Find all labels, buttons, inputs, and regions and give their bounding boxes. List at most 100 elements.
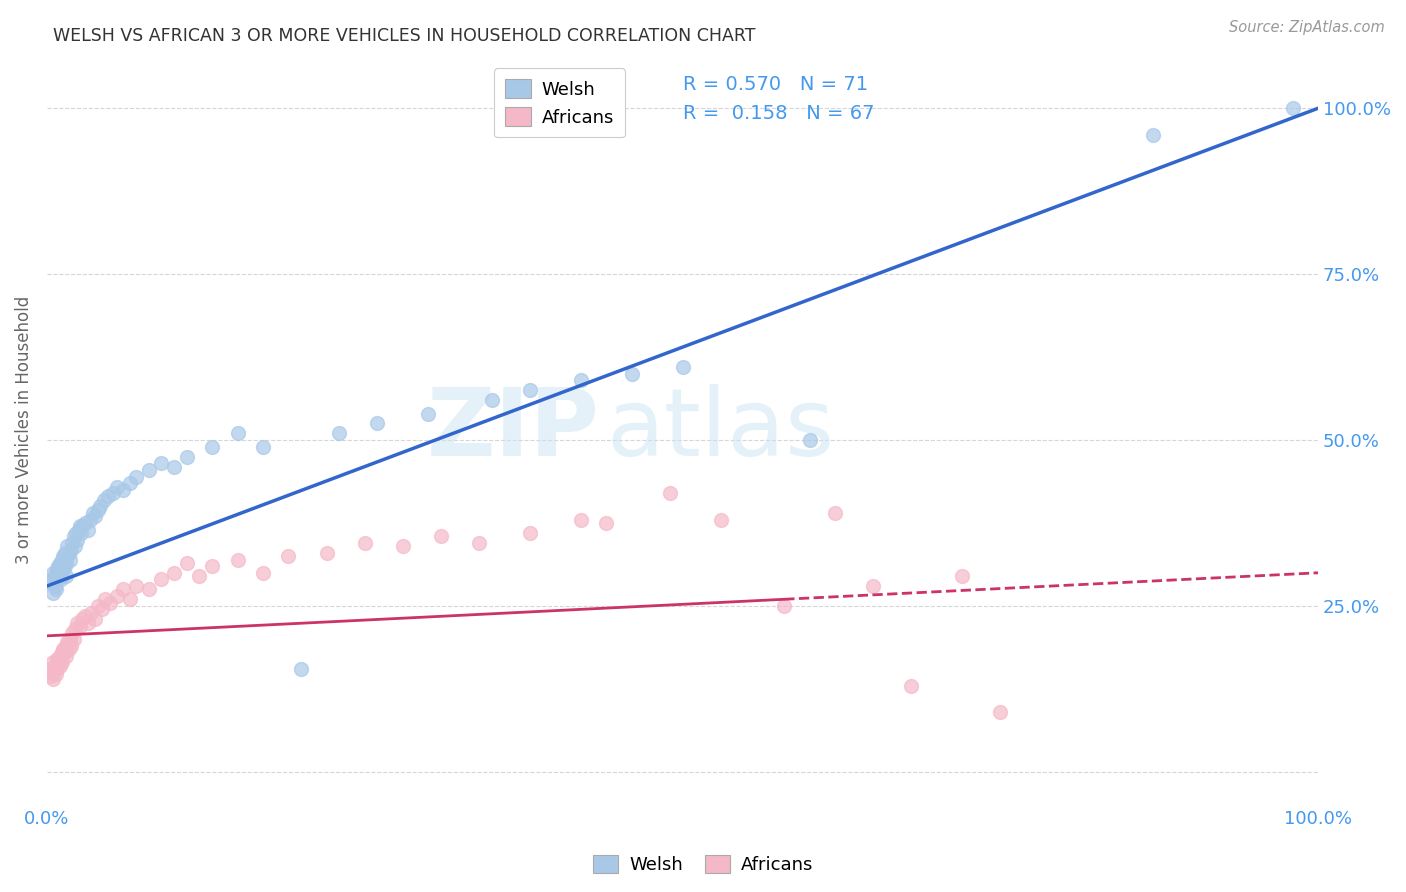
Point	[176, 450, 198, 464]
Point	[73, 516, 96, 530]
Point	[481, 393, 503, 408]
Point	[125, 579, 148, 593]
Point	[63, 622, 86, 636]
Point	[52, 562, 75, 576]
Point	[42, 672, 65, 686]
Point	[41, 665, 63, 680]
Point	[315, 546, 337, 560]
Point	[76, 615, 98, 630]
Point	[93, 492, 115, 507]
Point	[138, 463, 160, 477]
Point	[658, 486, 681, 500]
Point	[53, 645, 76, 659]
Point	[42, 656, 65, 670]
Point	[105, 589, 128, 603]
Point	[39, 668, 62, 682]
Point	[45, 566, 67, 580]
Point	[46, 569, 69, 583]
Point	[97, 490, 120, 504]
Point	[45, 582, 67, 597]
Text: atlas: atlas	[606, 384, 835, 476]
Point	[72, 519, 94, 533]
Point	[52, 549, 75, 564]
Point	[51, 645, 73, 659]
Point	[125, 469, 148, 483]
Point	[67, 523, 90, 537]
Point	[468, 536, 491, 550]
Point	[710, 513, 733, 527]
Point	[53, 546, 76, 560]
Point	[48, 658, 70, 673]
Point	[1142, 128, 1164, 142]
Point	[53, 559, 76, 574]
Point	[44, 579, 66, 593]
Point	[252, 440, 274, 454]
Point	[44, 569, 66, 583]
Point	[48, 556, 70, 570]
Point	[176, 556, 198, 570]
Point	[48, 648, 70, 663]
Text: R =  0.158   N = 67: R = 0.158 N = 67	[682, 103, 875, 123]
Point	[138, 582, 160, 597]
Point	[94, 592, 117, 607]
Point	[66, 615, 89, 630]
Point	[112, 483, 135, 497]
Point	[60, 625, 83, 640]
Text: WELSH VS AFRICAN 3 OR MORE VEHICLES IN HOUSEHOLD CORRELATION CHART: WELSH VS AFRICAN 3 OR MORE VEHICLES IN H…	[53, 27, 756, 45]
Point	[118, 476, 141, 491]
Point	[82, 506, 104, 520]
Point	[150, 456, 173, 470]
Point	[52, 642, 75, 657]
Point	[430, 529, 453, 543]
Point	[799, 433, 821, 447]
Point	[58, 642, 80, 657]
Point	[226, 426, 249, 441]
Point	[519, 384, 541, 398]
Point	[201, 440, 224, 454]
Point	[84, 612, 107, 626]
Point	[63, 539, 86, 553]
Point	[66, 533, 89, 547]
Point	[55, 648, 77, 663]
Point	[392, 539, 415, 553]
Point	[595, 516, 617, 530]
Point	[112, 582, 135, 597]
Point	[55, 569, 77, 583]
Point	[188, 569, 211, 583]
Point	[62, 529, 84, 543]
Point	[163, 459, 186, 474]
Point	[290, 662, 312, 676]
Point	[42, 585, 65, 599]
Point	[100, 596, 122, 610]
Point	[60, 639, 83, 653]
Point	[60, 542, 83, 557]
Point	[62, 632, 84, 647]
Point	[46, 652, 69, 666]
Point	[328, 426, 350, 441]
Legend: Welsh, Africans: Welsh, Africans	[495, 68, 624, 137]
Point	[80, 606, 103, 620]
Point	[72, 612, 94, 626]
Point	[226, 552, 249, 566]
Point	[45, 666, 67, 681]
Point	[65, 526, 87, 541]
Point	[48, 566, 70, 580]
Point	[51, 656, 73, 670]
Point	[56, 549, 79, 564]
Point	[150, 573, 173, 587]
Point	[73, 609, 96, 624]
Point	[353, 536, 375, 550]
Point	[44, 662, 66, 676]
Point	[163, 566, 186, 580]
Point	[51, 552, 73, 566]
Point	[89, 500, 111, 514]
Point	[45, 658, 67, 673]
Point	[39, 575, 62, 590]
Point	[59, 632, 82, 647]
Point	[988, 705, 1011, 719]
Text: ZIP: ZIP	[427, 384, 600, 476]
Point	[671, 360, 693, 375]
Point	[1281, 101, 1303, 115]
Point	[366, 417, 388, 431]
Point	[56, 635, 79, 649]
